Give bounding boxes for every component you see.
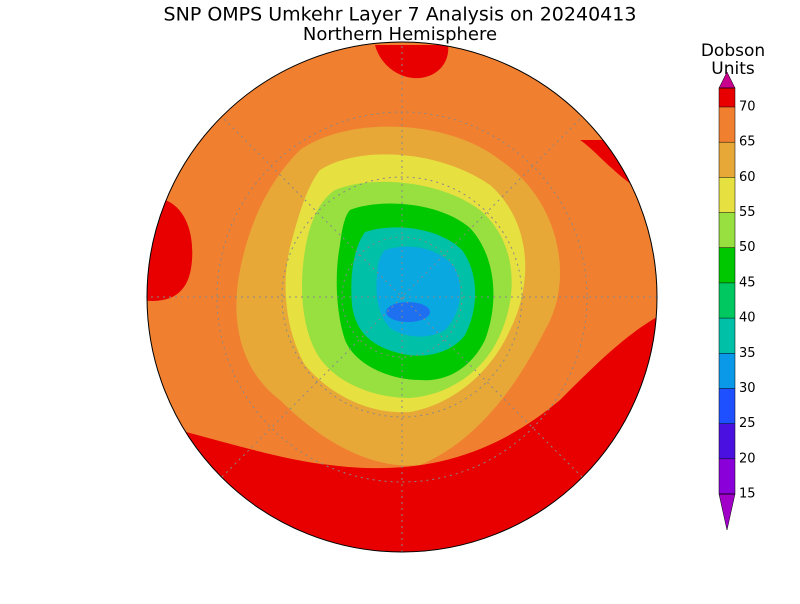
colorbar-title: Dobson <box>701 41 765 61</box>
colorbar-top-segment <box>719 88 735 107</box>
colorbar-label: 50 <box>739 240 756 255</box>
colorbar-segment <box>719 423 735 459</box>
colorbar-segment <box>719 107 735 143</box>
colorbar-label: 65 <box>739 135 756 150</box>
colorbar-segment <box>719 282 735 319</box>
contour-25-30 <box>386 302 430 322</box>
colorbar-label: 20 <box>739 451 756 466</box>
colorbar-segment <box>719 318 735 354</box>
colorbar-label: 45 <box>739 275 756 290</box>
colorbar-segment <box>719 458 735 494</box>
ozone-map <box>147 42 657 552</box>
colorbar-label: 40 <box>739 311 756 326</box>
colorbar-segment <box>719 388 735 424</box>
title: SNP OMPS Umkehr Layer 7 Analysis on 2024… <box>164 4 637 26</box>
colorbar-label: 70 <box>739 100 756 115</box>
map-border <box>146 41 658 553</box>
colorbar-segment <box>719 353 735 389</box>
colorbar-label: 35 <box>739 346 756 361</box>
colorbar-label: 60 <box>739 170 756 185</box>
colorbar-segment <box>719 177 735 213</box>
colorbar-title: Units <box>711 59 755 79</box>
graticule <box>147 42 657 552</box>
colorbar-segment <box>719 212 735 248</box>
contour-65-70 <box>147 310 657 552</box>
colorbar-label: 55 <box>739 205 756 220</box>
subtitle: Northern Hemisphere <box>303 24 497 45</box>
contour-65-70 <box>375 45 449 79</box>
colorbar-label: 15 <box>739 487 756 502</box>
colorbar-segment <box>719 142 735 178</box>
colorbar-label: 25 <box>739 416 756 431</box>
colorbar-label: 30 <box>739 381 756 396</box>
colorbar-segment <box>719 247 735 283</box>
